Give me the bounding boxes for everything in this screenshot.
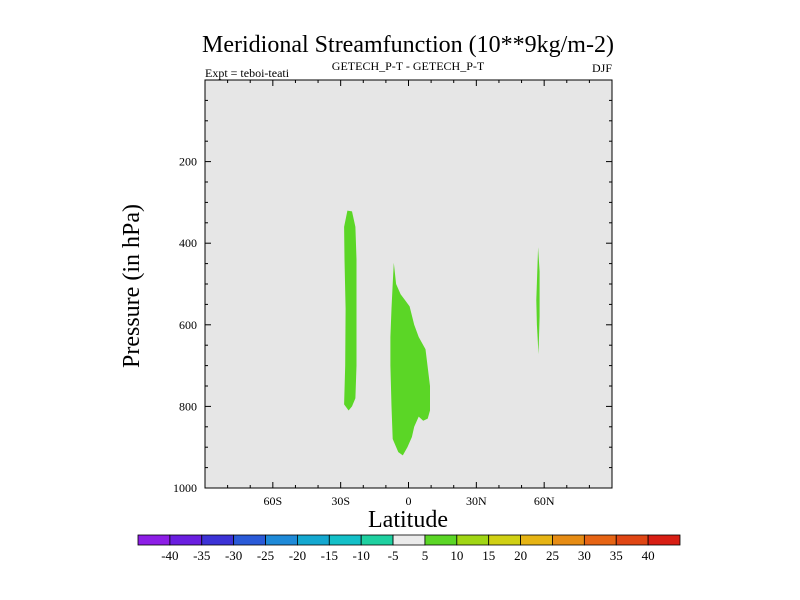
colorbar-label: -35	[193, 548, 210, 563]
colorbar-label: 10	[450, 548, 463, 563]
y-tick-label: 600	[179, 318, 197, 332]
colorbar-swatch	[552, 534, 585, 546]
y-tick-labels: 200 400 600 800 1000	[173, 155, 197, 495]
y-tick-label: 400	[179, 236, 197, 250]
x-tick-label: 60S	[263, 494, 282, 508]
colorbar	[137, 534, 681, 546]
experiment-label: Expt = teboi-teati	[205, 66, 290, 80]
colorbar-swatch	[201, 534, 235, 546]
chart-title: Meridional Streamfunction (10**9kg/m-2)	[202, 32, 614, 58]
subtitle-center: GETECH_P-T - GETECH_P-T	[332, 59, 485, 73]
colorbar-swatch	[360, 534, 394, 546]
colorbar-label: -20	[289, 548, 306, 563]
colorbar-label: 5	[422, 548, 429, 563]
y-tick-label: 1000	[173, 481, 197, 495]
colorbar-swatch	[297, 534, 330, 546]
colorbar-label: 15	[482, 548, 495, 563]
colorbar-label: 35	[610, 548, 623, 563]
colorbar-label: -25	[257, 548, 274, 563]
colorbar-swatch	[328, 534, 362, 546]
colorbar-swatch	[424, 534, 458, 546]
colorbar-swatch	[233, 534, 266, 546]
colorbar-swatch	[392, 534, 426, 546]
y-axis-label: Pressure (in hPa)	[119, 204, 145, 368]
colorbar-label: -30	[225, 548, 242, 563]
colorbar-swatch	[456, 534, 490, 546]
colorbar-label: 40	[642, 548, 655, 563]
colorbar-swatch	[488, 534, 521, 546]
colorbar-swatch	[647, 534, 681, 546]
colorbar-label: 20	[514, 548, 527, 563]
colorbar-label: 30	[578, 548, 591, 563]
colorbar-label: -40	[161, 548, 178, 563]
colorbar-label: -15	[321, 548, 338, 563]
colorbar-label: 25	[546, 548, 559, 563]
y-tick-label: 800	[179, 399, 197, 413]
x-tick-label: 30N	[466, 494, 487, 508]
x-tick-label: 30S	[331, 494, 350, 508]
colorbar-swatch	[137, 534, 171, 546]
colorbar-swatch	[265, 534, 298, 546]
region-30s	[344, 210, 357, 411]
colorbar-label: -5	[388, 548, 399, 563]
colorbar-swatch	[169, 534, 203, 546]
colorbar-swatch	[615, 534, 649, 546]
colorbar-swatch	[583, 534, 617, 546]
colorbar-label: -10	[353, 548, 370, 563]
colorbar-swatch	[520, 534, 553, 546]
region-57n	[536, 247, 540, 355]
plot-frame	[204, 79, 613, 489]
x-tick-labels: 60S 30S 0 30N 60N	[263, 494, 554, 508]
colorbar-labels: -40 -35 -30 -25 -20 -15 -10 -5 5 10 15 20 25 30 35 40	[161, 548, 654, 563]
x-axis-label: Latitude	[368, 507, 448, 533]
contour-regions	[344, 210, 540, 456]
x-tick-label: 60N	[534, 494, 555, 508]
y-tick-label: 200	[179, 155, 197, 169]
region-equator	[390, 262, 430, 456]
season-label: DJF	[592, 61, 612, 75]
x-tick-label: 0	[406, 494, 412, 508]
